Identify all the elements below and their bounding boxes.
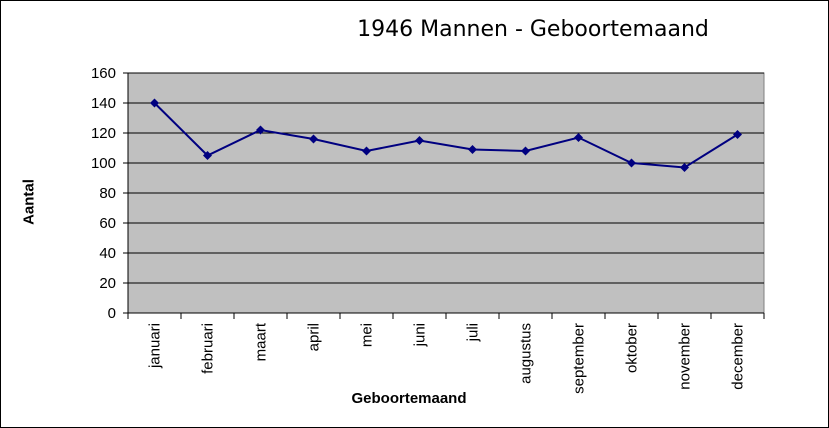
data-point: [680, 163, 689, 172]
data-point: [468, 145, 477, 154]
x-tick-label: augustus: [518, 323, 535, 384]
y-tick-label: 20: [99, 275, 116, 292]
data-point: [203, 151, 212, 160]
y-tick-label: 80: [99, 185, 116, 202]
data-point: [150, 98, 159, 108]
x-tick-label: januari: [147, 323, 164, 369]
y-tick-label: 140: [91, 95, 116, 112]
data-point: [627, 158, 636, 168]
x-tick-label: november: [677, 323, 694, 390]
y-tick-label: 100: [91, 155, 116, 172]
x-tick-label: april: [306, 323, 323, 351]
data-point: [309, 134, 318, 144]
y-tick-label: 160: [91, 65, 116, 82]
x-tick-label: maart: [253, 322, 270, 361]
y-tick-label: 120: [91, 125, 116, 142]
x-tick-label: oktober: [624, 323, 641, 373]
data-point: [256, 125, 265, 135]
y-tick-label: 0: [108, 305, 116, 322]
x-tick-label: december: [730, 323, 747, 390]
data-point: [733, 130, 742, 139]
chart-title: 1946 Mannen - Geboortemaand: [357, 17, 709, 42]
data-point: [521, 146, 530, 156]
data-point: [362, 146, 371, 156]
series-line: [153, 102, 739, 169]
x-axis-label: Geboortemaand: [351, 390, 467, 407]
y-tick-label: 60: [99, 215, 116, 232]
x-tick-label: mei: [359, 323, 376, 347]
x-tick-label: september: [571, 323, 588, 394]
x-tick-label: juli: [465, 323, 482, 342]
x-tick-label: februari: [200, 323, 217, 374]
data-point: [574, 133, 583, 142]
data-point: [415, 136, 424, 145]
x-tick-label: juni: [412, 323, 429, 347]
y-tick-label: 40: [99, 245, 116, 262]
